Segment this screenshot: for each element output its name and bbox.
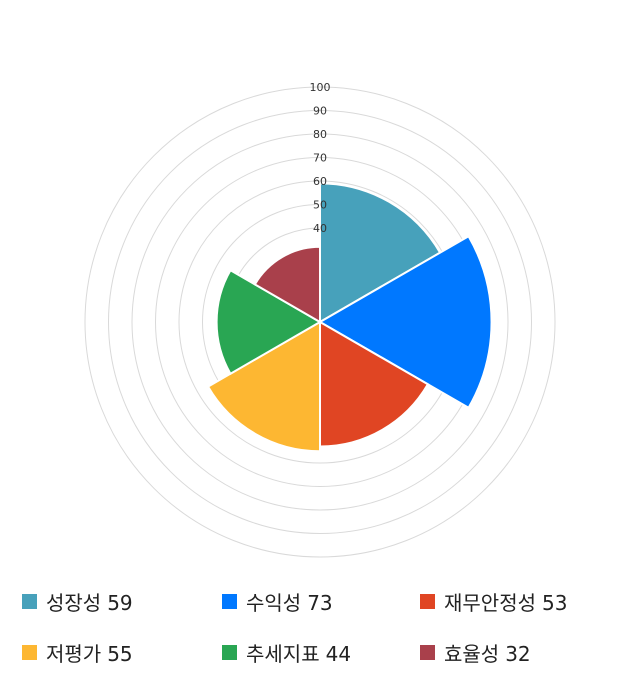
sector-효율성[interactable] — [253, 245, 321, 324]
legend-swatch — [22, 645, 37, 660]
legend-item-trend-indicator[interactable]: 추세지표 44 — [222, 638, 351, 667]
legend-swatch — [222, 645, 237, 660]
tick-label-80: 80 — [313, 128, 327, 141]
legend-swatch — [420, 645, 435, 660]
legend-item-profitability[interactable]: 수익성 73 — [222, 587, 333, 616]
legend-value: 53 — [542, 591, 568, 615]
legend-item-growth[interactable]: 성장성 59 — [22, 587, 133, 616]
grid-circle-100 — [84, 86, 556, 558]
legend-label: 성장성 — [46, 591, 102, 615]
tick-label-70: 70 — [313, 152, 327, 165]
legend-label: 수익성 — [246, 591, 302, 615]
legend-value: 32 — [505, 642, 531, 666]
grid-circle-90 — [108, 110, 532, 534]
legend-label: 추세지표 — [246, 642, 320, 666]
legend-swatch — [420, 594, 435, 609]
legend-value: 73 — [307, 591, 333, 615]
tick-label-40: 40 — [313, 222, 327, 235]
legend-item-undervaluation[interactable]: 저평가 55 — [22, 638, 133, 667]
legend-value: 44 — [325, 642, 352, 666]
polar-area-chart: 40 50 60 70 80 90 100 — [84, 81, 556, 558]
tick-label-50: 50 — [313, 199, 327, 212]
sector-저평가[interactable] — [206, 320, 321, 453]
tick-label-100: 100 — [310, 81, 331, 94]
legend-item-financial-stability[interactable]: 재무안정성 53 — [420, 587, 567, 616]
sector-재무안정성[interactable] — [319, 320, 430, 448]
legend-label: 재무안정성 — [444, 591, 536, 615]
tick-label-90: 90 — [313, 105, 327, 118]
legend-value: 55 — [107, 642, 133, 666]
sector-성장성[interactable] — [319, 182, 442, 324]
grid-circle-80 — [131, 133, 509, 511]
legend-label: 저평가 — [46, 642, 102, 666]
legend-label: 효율성 — [444, 642, 500, 666]
legend-item-efficiency[interactable]: 효율성 32 — [420, 638, 531, 667]
sector-수익성[interactable] — [317, 234, 493, 410]
sector-추세지표[interactable] — [215, 268, 323, 376]
chart-sectors — [206, 182, 493, 453]
radial-tick-labels: 40 50 60 70 80 90 100 — [310, 81, 331, 235]
legend-value: 59 — [107, 591, 133, 615]
legend-swatch — [222, 594, 237, 609]
legend-swatch — [22, 594, 37, 609]
tick-label-60: 60 — [313, 175, 327, 188]
